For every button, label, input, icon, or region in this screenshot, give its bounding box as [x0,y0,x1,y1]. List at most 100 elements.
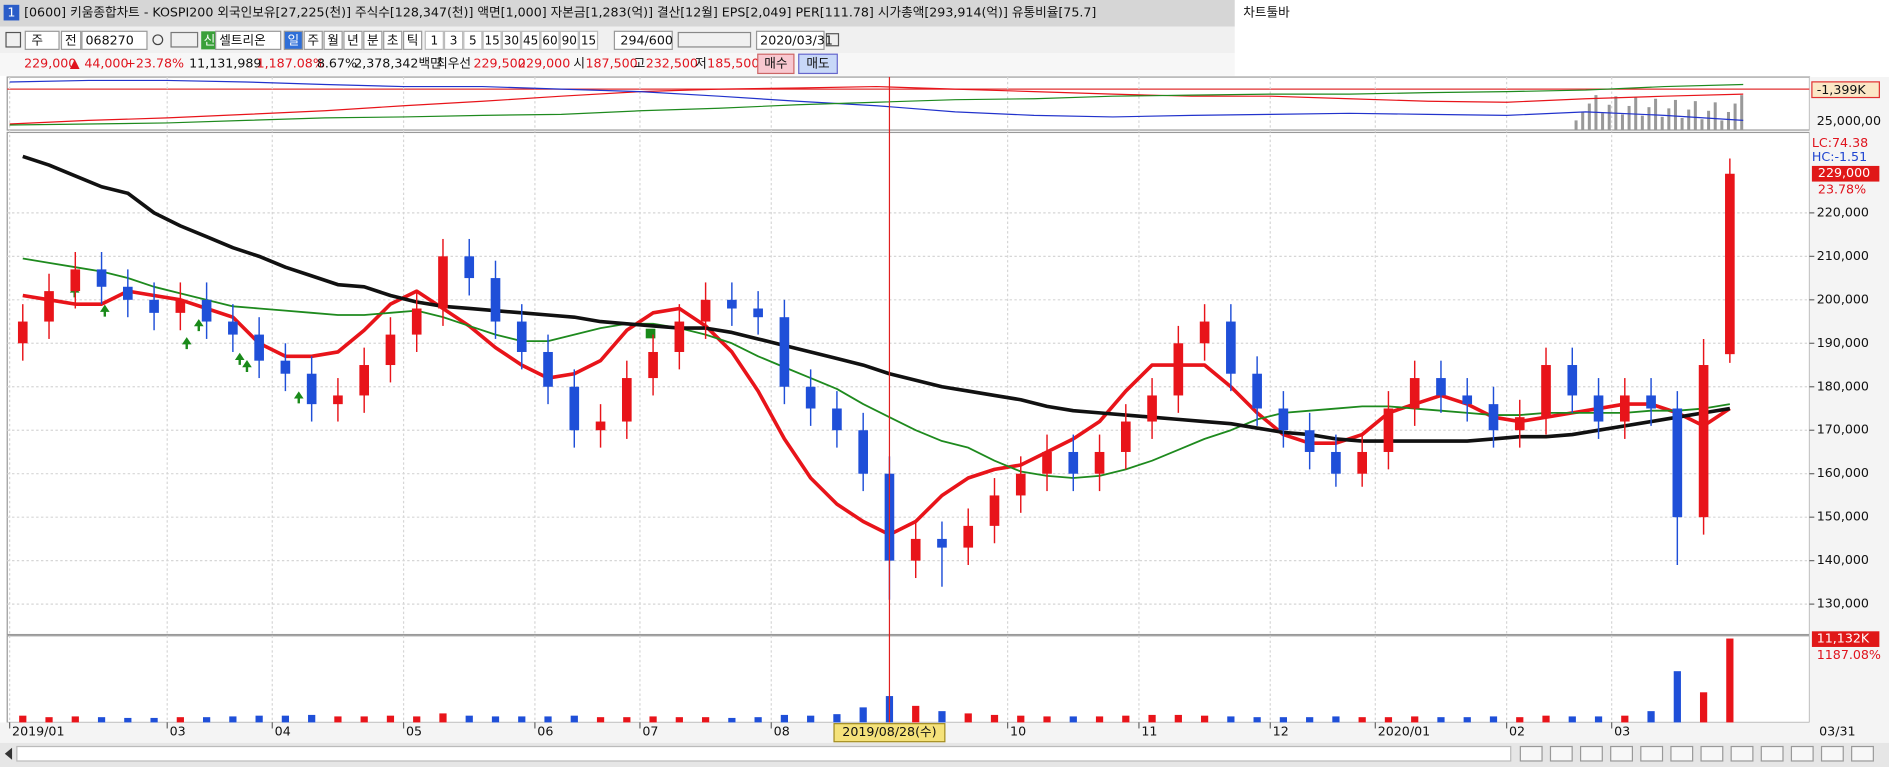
volume-bar [1699,692,1708,723]
prev-button[interactable] [60,30,82,50]
y-tick-label: 200,000 [1817,291,1869,306]
volume-bar [255,715,263,723]
x-tick-label: 2020/01 [1378,724,1430,739]
candle-body [490,278,501,322]
right-axis [1809,77,1889,723]
volume-bar [623,717,631,723]
scroll-button[interactable] [1519,745,1543,762]
candle-body [1199,321,1210,344]
icons[interactable] [677,31,752,48]
volume-bar [386,715,395,723]
scroll-button[interactable] [1640,745,1664,762]
candle-body [1331,451,1341,474]
scroll-button[interactable] [1700,745,1724,762]
period-button[interactable] [363,30,383,50]
candle-body [1278,408,1289,431]
arrow: ▲ [70,55,80,70]
count: 294/600 [620,32,672,47]
period-label: 일 [288,32,300,47]
scroll-left[interactable] [4,747,13,760]
scroll-button[interactable] [1610,745,1633,762]
interval-button[interactable] [443,30,464,50]
interval-button[interactable] [521,30,541,50]
lc-label: LC:74.38 [1812,135,1868,150]
interval-button[interactable] [578,30,599,50]
scroll-button[interactable] [1579,745,1603,762]
date-box[interactable] [755,30,825,50]
scroll-button[interactable] [1730,745,1754,762]
candle-body [17,321,28,344]
turnover: 8.67% [317,55,357,70]
candle-body [411,308,422,335]
candle-body [569,386,580,431]
candle-body [516,321,527,352]
indicator-bar [1740,95,1744,131]
interval-label: 3 [450,33,458,47]
candle-body [989,495,1000,526]
buy-button[interactable] [757,53,795,75]
period-select[interactable] [24,30,60,50]
interval-label: 60 [542,33,557,47]
tag: 신 [204,32,216,47]
period-button[interactable] [402,30,423,50]
interval-button[interactable] [424,30,444,50]
scroll-track[interactable] [16,745,1512,762]
volume-bar [701,717,710,723]
code-input[interactable] [81,30,148,50]
scroll-button[interactable] [1670,745,1694,762]
volume-bar [45,717,53,723]
volume-bar [912,705,920,723]
signal-arrow [242,360,252,373]
period-button[interactable] [343,30,363,50]
cursor-label: 2019/08/28(수) [842,724,936,739]
x-tick-label: 03/31 [1819,724,1855,739]
candle-body [937,538,947,548]
indicator-bar [1680,118,1684,131]
current-volume: 11,132K [1817,631,1870,646]
icon[interactable] [5,31,22,48]
scroll-button[interactable] [1820,745,1844,762]
x-tick-label: 05 [406,724,422,739]
price-change: 23.78% [1818,182,1866,197]
indicator-line [9,79,1744,122]
search-icon[interactable] [152,34,164,46]
candle-body [1593,395,1604,422]
scroll-button[interactable] [1851,745,1874,762]
candle-body [727,299,737,309]
icon[interactable] [170,31,199,48]
period-button[interactable] [303,30,323,50]
volume-bar [1122,715,1130,723]
scroll-button[interactable] [1760,745,1784,762]
period-button[interactable] [383,30,403,50]
interval-button[interactable] [501,30,522,50]
volume-bar [360,716,368,723]
calendar-icon[interactable] [825,33,840,47]
volume-bar [439,713,447,723]
signal-arrow [99,304,110,317]
price-panel [6,131,1811,636]
volume-bar [964,713,972,723]
candle-body [1619,395,1630,422]
indicator-bar [1726,111,1730,131]
indicator-bar [1713,102,1717,131]
interval-button[interactable] [463,30,483,50]
period-button[interactable] [283,30,303,50]
interval-label: 1 [430,33,438,47]
volume-bar [596,717,605,723]
interval-button[interactable] [559,30,579,50]
interval-button[interactable] [540,30,560,50]
hc-label: HC:-1.51 [1812,149,1867,164]
moving-average [22,289,1731,537]
volume-bar [19,715,27,723]
window-number: 1 [7,5,15,20]
interval-button[interactable] [482,30,502,50]
y-tick-label: 190,000 [1817,335,1869,350]
scroll-button[interactable] [1549,745,1573,762]
sell-button[interactable] [798,53,838,75]
candle-body [1147,395,1157,422]
volume-bar [833,714,841,723]
period-button[interactable] [323,30,343,50]
quote-row [0,52,1235,76]
x-tick-label: 03 [170,724,186,739]
scroll-button[interactable] [1790,745,1814,762]
